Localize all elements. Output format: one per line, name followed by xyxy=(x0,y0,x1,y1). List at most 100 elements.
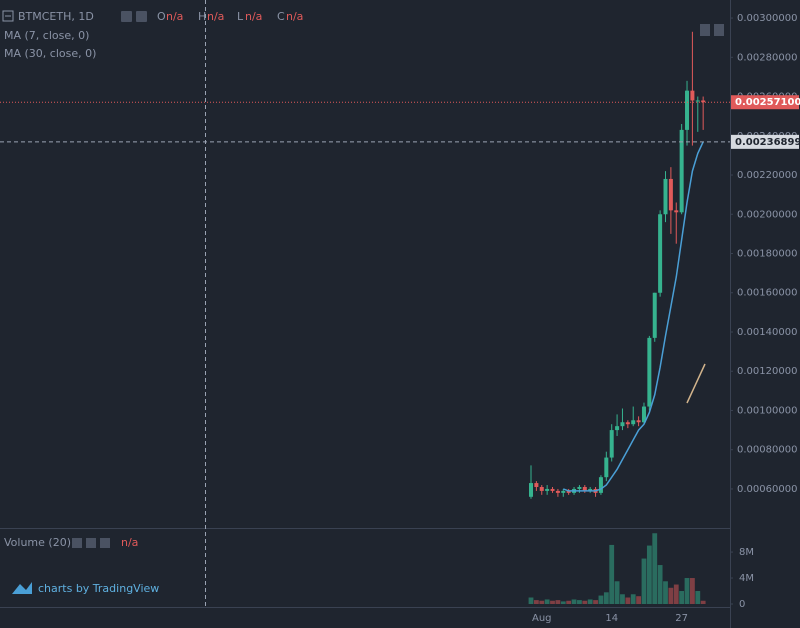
volume-bar xyxy=(657,565,663,604)
candle-body xyxy=(663,178,668,215)
logo-icon[interactable] xyxy=(12,582,32,594)
volume-title: Volume (20) xyxy=(4,536,71,549)
x-tick-label: Aug xyxy=(532,613,552,624)
symbol-title: BTMCETH, 1D xyxy=(18,10,94,23)
volume-bar xyxy=(700,600,706,604)
ohlc-key: O xyxy=(157,10,166,23)
settings-icon[interactable] xyxy=(136,11,147,22)
volume-bar xyxy=(620,594,625,604)
volume-bar xyxy=(566,600,572,604)
ohlc-value: n/a xyxy=(207,10,224,23)
candle-body xyxy=(555,490,560,493)
candle-body xyxy=(566,490,571,493)
logo-text[interactable]: charts by TradingView xyxy=(38,582,159,595)
visibility-icon[interactable] xyxy=(72,538,82,548)
remove-icon[interactable] xyxy=(100,538,110,548)
volume-bar xyxy=(630,594,636,604)
volume-bar xyxy=(603,592,609,604)
volume-bar xyxy=(550,600,555,604)
indicator-legend[interactable]: MA (7, close, 0) xyxy=(4,29,89,42)
y-tick-label: 0.00220000 xyxy=(737,170,797,181)
volume-bar xyxy=(690,578,695,604)
settings-icon[interactable] xyxy=(86,538,96,548)
volume-tick-label: 4M xyxy=(739,573,754,584)
y-tick-label: 0.00080000 xyxy=(737,445,797,456)
candle-body xyxy=(679,129,684,213)
candle-body xyxy=(529,483,533,497)
volume-bar xyxy=(539,600,545,604)
y-tick-label: 0.00160000 xyxy=(737,288,797,299)
x-tick-label: 14 xyxy=(605,613,618,624)
candle-body xyxy=(701,100,706,103)
ma-line xyxy=(563,141,704,492)
volume-tick-label: 8M xyxy=(739,547,754,558)
candle-body xyxy=(577,486,582,489)
candle-body xyxy=(620,422,625,427)
y-tick-label: 0.00180000 xyxy=(737,249,797,260)
y-tick-label: 0.00100000 xyxy=(737,405,797,416)
candle-body xyxy=(588,488,593,491)
volume-bar xyxy=(663,581,668,604)
candle-body xyxy=(658,214,663,293)
y-tick-label: 0.00140000 xyxy=(737,327,797,338)
candle-body xyxy=(582,486,587,491)
volume-bar xyxy=(587,599,593,604)
indicator-legend[interactable]: MA (30, close, 0) xyxy=(4,47,96,60)
ohlc-value: n/a xyxy=(166,10,183,23)
volume-bar xyxy=(609,544,615,604)
candle-body xyxy=(534,483,539,487)
ohlc-value: n/a xyxy=(286,10,303,23)
volume-bar xyxy=(668,587,674,604)
collapse-icon[interactable] xyxy=(2,10,14,22)
volume-bar xyxy=(593,600,598,604)
candle-body xyxy=(550,488,555,491)
price-label-box xyxy=(731,95,799,110)
volume-bar xyxy=(560,601,566,604)
x-tick-label: 27 xyxy=(675,613,688,624)
volume-bar xyxy=(528,597,534,604)
volume-bar xyxy=(636,596,641,604)
y-tick-label: 0.00060000 xyxy=(737,484,797,495)
volume-bar xyxy=(582,600,588,604)
candle-body xyxy=(539,486,544,491)
volume-bar xyxy=(625,597,631,604)
volume-bar xyxy=(577,600,582,604)
candle-body xyxy=(695,100,700,102)
candle-body xyxy=(625,422,630,425)
volume-status: n/a xyxy=(121,536,138,549)
candle-body xyxy=(631,420,636,425)
volume-bar xyxy=(641,558,647,604)
y-tick-label: 0.00300000 xyxy=(737,13,797,24)
candle-body xyxy=(652,292,657,338)
ohlc-value: n/a xyxy=(245,10,262,23)
scroll-icon[interactable] xyxy=(714,24,724,36)
volume-bar xyxy=(533,600,539,604)
volume-bar xyxy=(695,591,701,604)
drawing-trendline[interactable] xyxy=(686,363,706,404)
volume-bar xyxy=(598,595,604,604)
volume-tick-label: 0 xyxy=(739,599,745,610)
scroll-icon[interactable] xyxy=(700,24,710,36)
volume-bar xyxy=(571,599,577,604)
candle-body xyxy=(615,426,620,431)
value-label: 0.00236899 xyxy=(735,137,800,148)
ohlc-key: L xyxy=(237,10,244,23)
candle-body xyxy=(636,420,641,423)
volume-bar xyxy=(614,581,620,604)
ohlc-key: H xyxy=(198,10,206,23)
value-label-box xyxy=(731,134,799,149)
candle-body xyxy=(609,430,614,458)
candle-body xyxy=(674,210,679,213)
candle-body xyxy=(690,90,695,101)
volume-bar xyxy=(684,578,690,604)
ohlc-key: C xyxy=(277,10,285,23)
y-tick-label: 0.00120000 xyxy=(737,366,797,377)
price-label: 0.00257100 xyxy=(735,97,800,108)
visibility-icon[interactable] xyxy=(121,11,132,22)
y-tick-label: 0.00280000 xyxy=(737,52,797,63)
volume-bar xyxy=(555,600,561,604)
volume-bar xyxy=(679,591,685,604)
